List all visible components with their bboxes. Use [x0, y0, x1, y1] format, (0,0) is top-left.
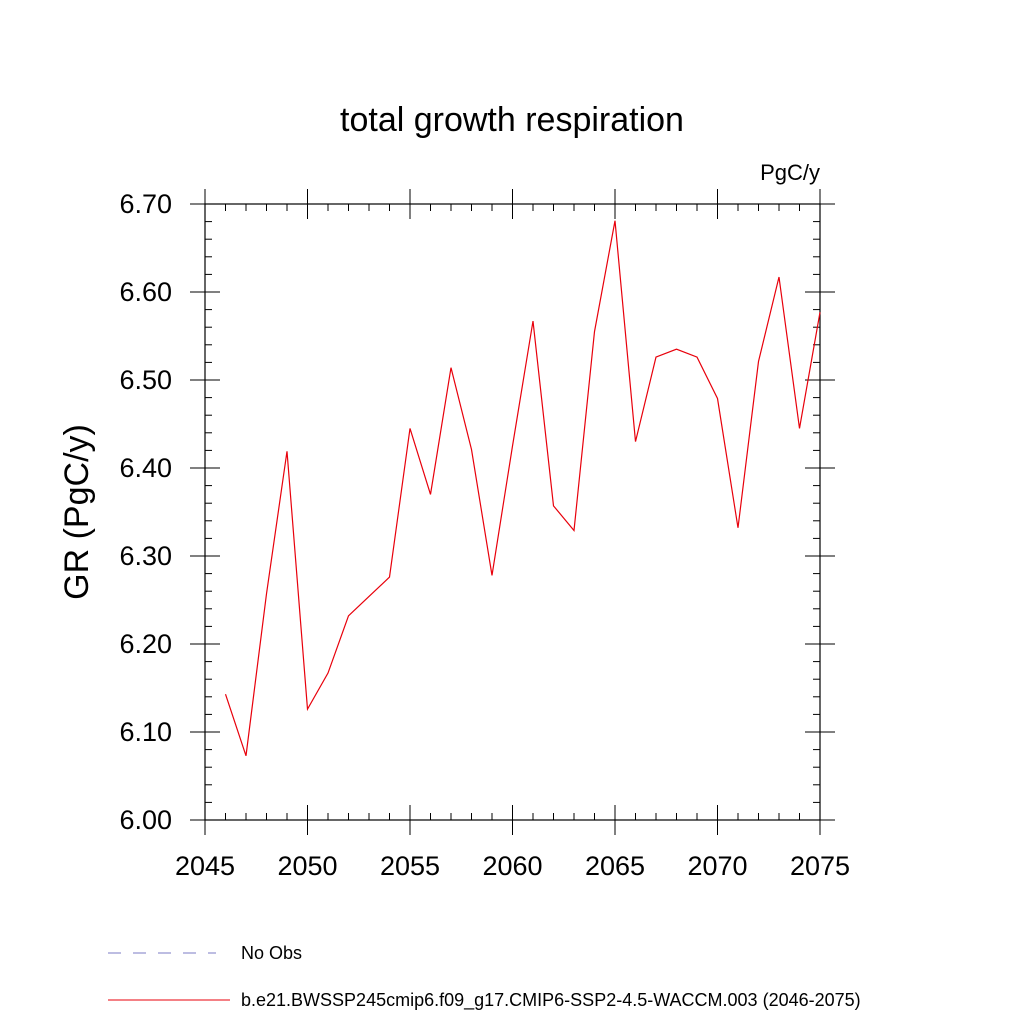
y-tick-label: 6.50 — [119, 365, 172, 395]
y-tick-label: 6.20 — [119, 629, 172, 659]
x-tick-label: 2045 — [175, 851, 235, 881]
major-ticks — [190, 189, 835, 835]
x-tick-label: 2050 — [277, 851, 337, 881]
plot-frame — [204, 203, 821, 821]
units-label: PgC/y — [760, 160, 820, 185]
series-line — [224, 220, 821, 756]
x-tick-label: 2075 — [790, 851, 850, 881]
y-tick-label: 6.70 — [119, 189, 172, 219]
y-tick-label: 6.00 — [119, 805, 172, 835]
x-tick-label: 2070 — [687, 851, 747, 881]
y-tick-label: 6.60 — [119, 277, 172, 307]
legend-label-waccm: b.e21.BWSSP245cmip6.f09_g17.CMIP6-SSP2-4… — [241, 990, 861, 1011]
y-axis-label: GR (PgC/y) — [58, 424, 96, 600]
x-tick-label: 2055 — [380, 851, 440, 881]
y-tick-label: 6.30 — [119, 541, 172, 571]
y-tick-label: 6.10 — [119, 717, 172, 747]
legend-label-no-obs: No Obs — [241, 943, 302, 963]
y-tick-labels: 6.00 6.10 6.20 6.30 6.40 6.50 6.60 6.70 — [119, 189, 172, 835]
y-tick-label: 6.40 — [119, 453, 172, 483]
legend: No Obs b.e21.BWSSP245cmip6.f09_g17.CMIP6… — [108, 943, 861, 1011]
x-tick-labels: 2045 2050 2055 2060 2065 2070 2075 — [175, 851, 850, 881]
chart-title: total growth respiration — [340, 101, 684, 139]
minor-ticks — [205, 204, 820, 820]
series-layer — [224, 220, 821, 756]
x-tick-label: 2065 — [585, 851, 645, 881]
x-tick-label: 2060 — [482, 851, 542, 881]
